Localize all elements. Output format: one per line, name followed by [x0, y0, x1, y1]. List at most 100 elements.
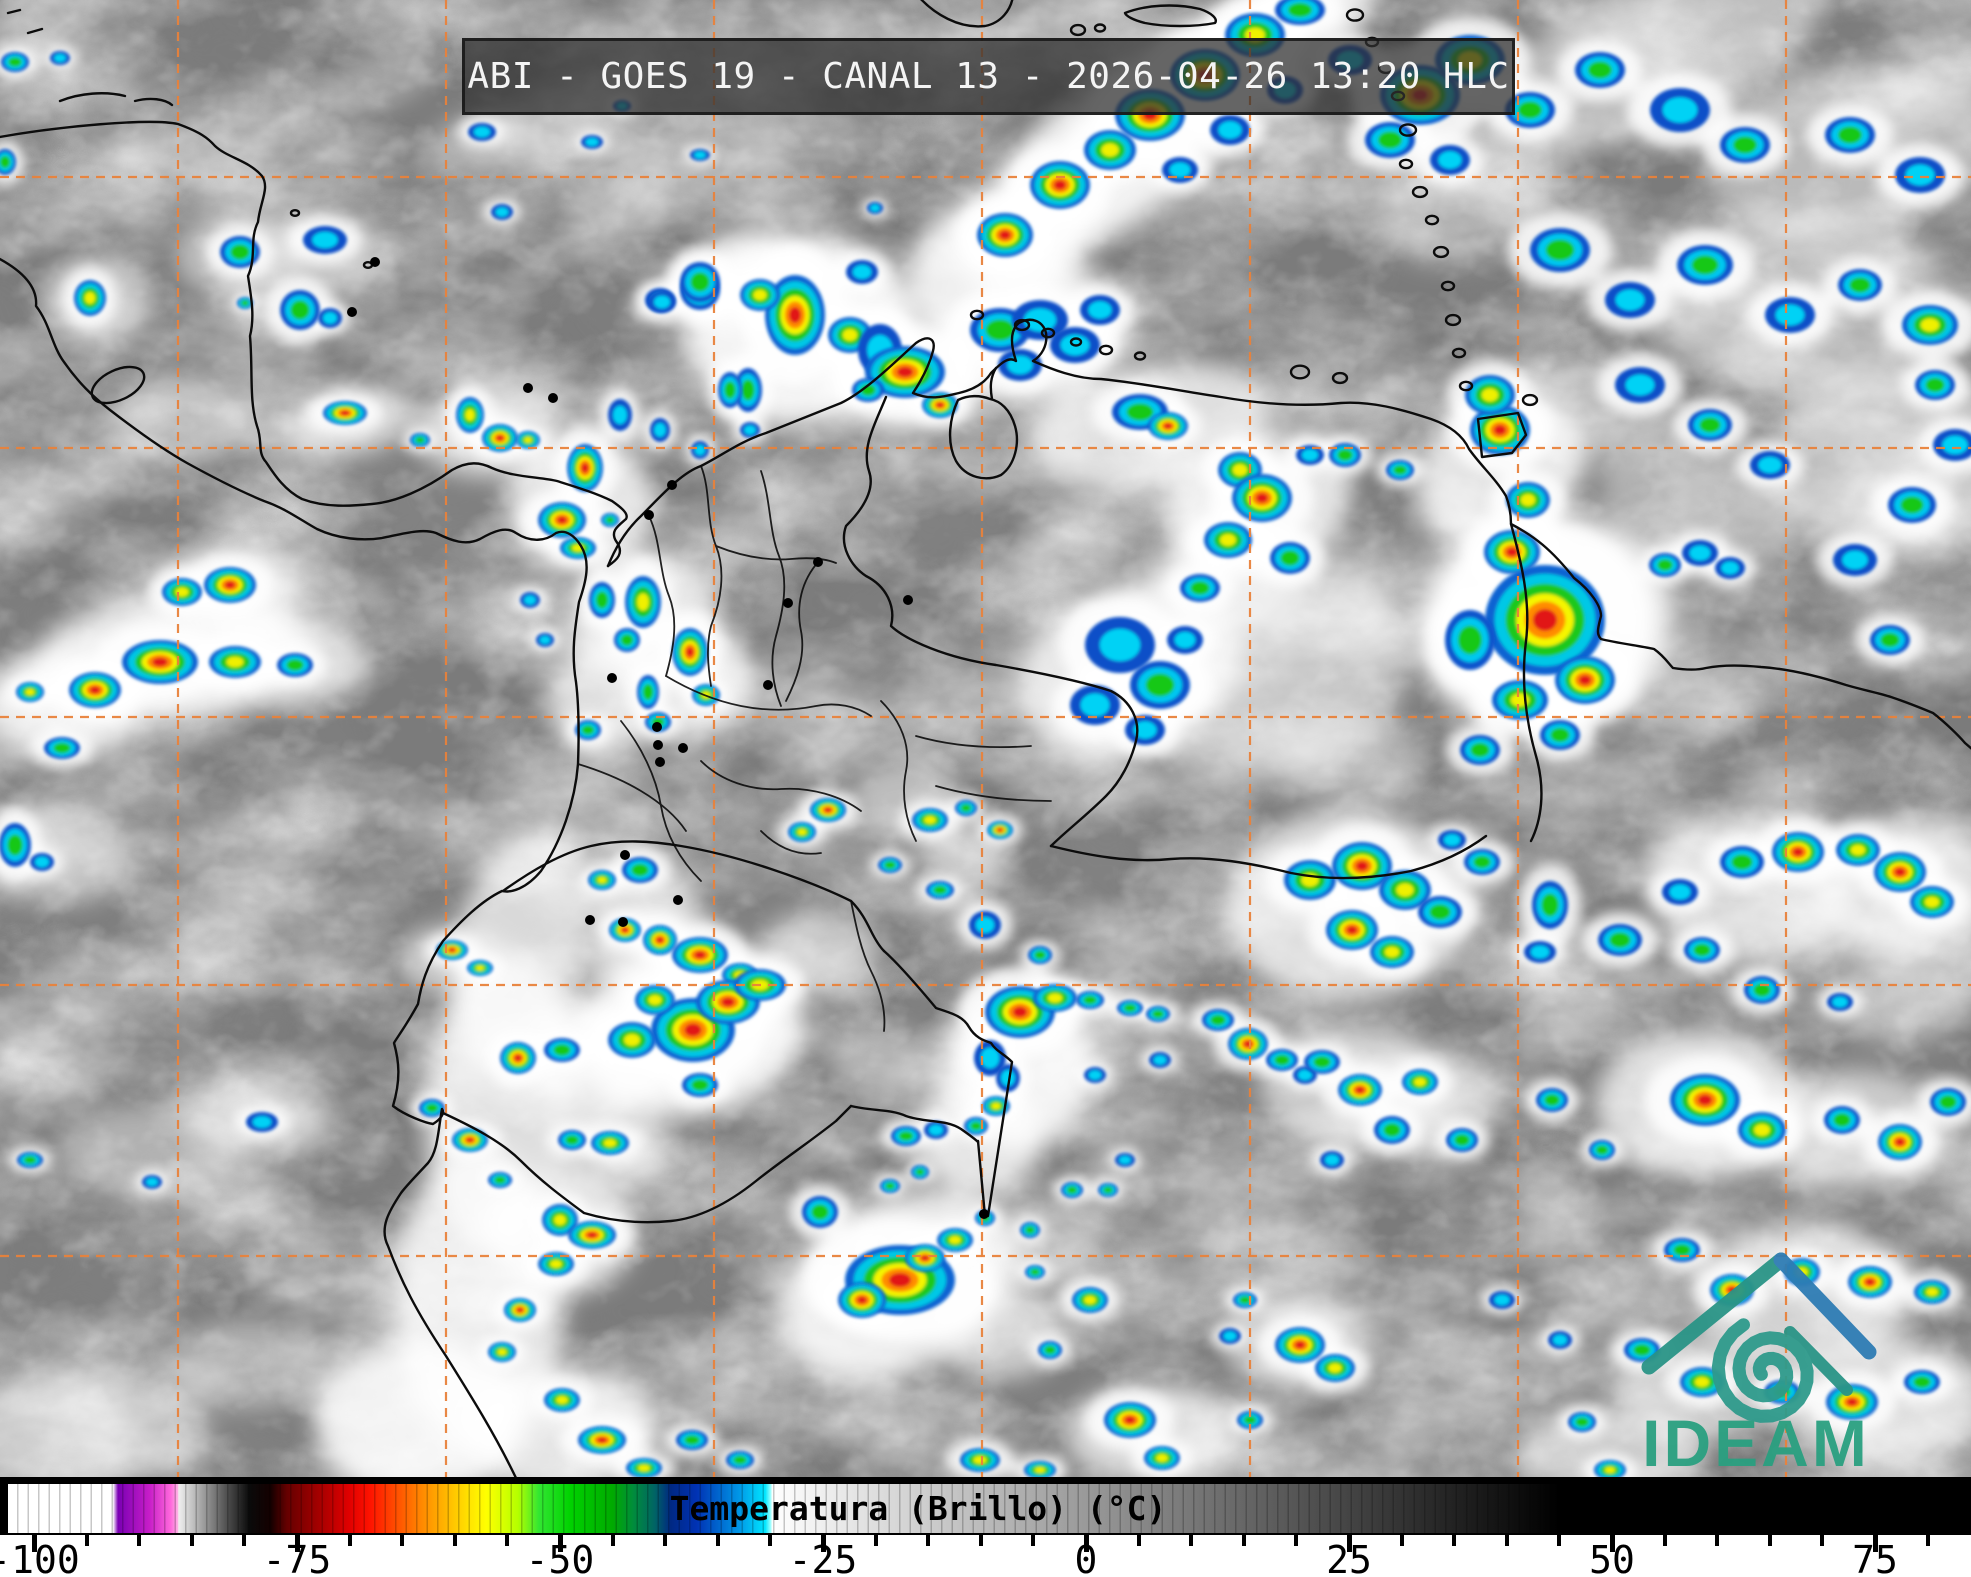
storm-cell: [1772, 832, 1824, 872]
storm-cell: [838, 1282, 886, 1318]
storm-cell: [1664, 1238, 1700, 1262]
axis-minor-tick: [400, 1535, 405, 1546]
storm-cell: [1033, 984, 1077, 1012]
axis-minor-tick: [1925, 1535, 1930, 1546]
country-borders: [0, 0, 1971, 1477]
border-ecuador-peru: [441, 1104, 853, 1224]
storm-cell: [608, 399, 632, 431]
axis-minor-tick: [1767, 1535, 1772, 1546]
storm-cell: [17, 1152, 43, 1168]
axis-major-tick: [294, 1535, 300, 1552]
storm-cell: [740, 422, 760, 438]
storm-cell: [1275, 1327, 1325, 1363]
storm-cell: [1167, 626, 1203, 654]
storm-cell: [1506, 482, 1550, 518]
storm-cell: [912, 808, 948, 832]
storm-cell: [1284, 860, 1336, 900]
storm-cell: [1870, 625, 1910, 655]
storm-cell: [558, 1130, 586, 1150]
storm-cell: [520, 592, 540, 608]
axis-minor-tick: [1031, 1535, 1036, 1546]
storm-cell: [740, 279, 780, 311]
axis-tick-label: -100: [0, 1538, 80, 1577]
storm-cell: [1296, 445, 1324, 465]
storm-cell: [1485, 565, 1605, 675]
storm-cell: [1237, 1411, 1263, 1429]
storm-cell: [1180, 574, 1220, 602]
axis-minor-tick: [84, 1535, 89, 1546]
storm-cell: [1304, 1050, 1340, 1074]
storm-cell: [691, 441, 709, 459]
axis-minor-tick: [1504, 1535, 1509, 1546]
storm-cell: [1568, 1412, 1596, 1432]
storm-cell: [1827, 993, 1853, 1011]
axis-minor-tick: [610, 1535, 615, 1546]
storm-cell: [1144, 1446, 1180, 1470]
storm-cell: [1555, 656, 1615, 704]
storm-cell: [204, 567, 256, 603]
storm-cell: [852, 378, 884, 402]
storm-cell: [419, 1099, 445, 1117]
storm-cell: [1446, 1128, 1478, 1152]
storm-cell: [0, 149, 16, 175]
storm-cell: [1025, 1265, 1045, 1279]
storm-cell: [1104, 1402, 1156, 1438]
storm-cell: [1878, 1124, 1922, 1160]
storm-cell: [1930, 1088, 1966, 1116]
colorbar-label: Temperatura (Brillo) (°C): [669, 1489, 1167, 1528]
storm-cell: [1505, 92, 1555, 128]
storm-cell: [1532, 881, 1568, 929]
storm-cell: [1540, 720, 1580, 750]
storm-cell: [1460, 735, 1500, 765]
axis-tick-label: -75: [262, 1538, 332, 1577]
storm-cell: [1374, 1116, 1410, 1144]
axis-minor-tick: [926, 1535, 931, 1546]
storm-cell: [608, 1022, 656, 1058]
storm-cell: [1489, 1291, 1515, 1309]
storm-cell: [1720, 127, 1770, 163]
storm-cell: [410, 433, 430, 447]
axis-minor-tick: [1294, 1535, 1299, 1546]
storm-cell: [734, 368, 762, 412]
axis-minor-tick: [1136, 1535, 1141, 1546]
storm-cell: [1738, 1112, 1786, 1148]
storm-cell: [589, 582, 615, 618]
storm-cell: [491, 204, 513, 220]
storm-cell: [1210, 115, 1250, 145]
storm-cell: [1084, 1067, 1106, 1083]
storm-cell: [650, 418, 670, 442]
storm-cell: [1598, 924, 1642, 956]
storm-cell: [969, 911, 1001, 939]
storm-cell: [209, 646, 261, 678]
storm-cell: [1338, 1074, 1382, 1106]
storm-cell: [1219, 1328, 1241, 1344]
axis-minor-tick: [347, 1535, 352, 1546]
storm-cell: [1148, 412, 1188, 440]
storm-cell: [1070, 685, 1120, 725]
storm-cell: [1028, 946, 1052, 964]
islands: [6, 0, 1528, 459]
border-colombia-brazil: [882, 949, 1014, 1218]
storm-cell: [614, 628, 640, 652]
storm-cell: [1418, 896, 1462, 928]
storm-cell: [690, 149, 710, 161]
storm-cell: [1084, 130, 1136, 170]
storm-cell: [567, 444, 603, 492]
storm-cell: [867, 202, 883, 214]
storm-cell: [318, 308, 342, 328]
axis-major-tick: [1346, 1535, 1352, 1552]
storm-cell: [810, 798, 846, 822]
colorbar-steps: [8, 1484, 1963, 1533]
storm-cell: [1826, 1384, 1878, 1420]
storm-cell: [1848, 1266, 1892, 1298]
storm-cell: [987, 821, 1013, 839]
storm-cell: [142, 1175, 162, 1189]
storm-cell: [1524, 941, 1556, 963]
storm-cell: [1464, 849, 1500, 875]
storm-cell: [452, 1128, 488, 1152]
storm-cell: [1329, 443, 1361, 467]
storm-cell: [996, 1064, 1020, 1092]
axis-major-tick: [820, 1535, 826, 1552]
axis-major-tick: [1609, 1535, 1615, 1552]
